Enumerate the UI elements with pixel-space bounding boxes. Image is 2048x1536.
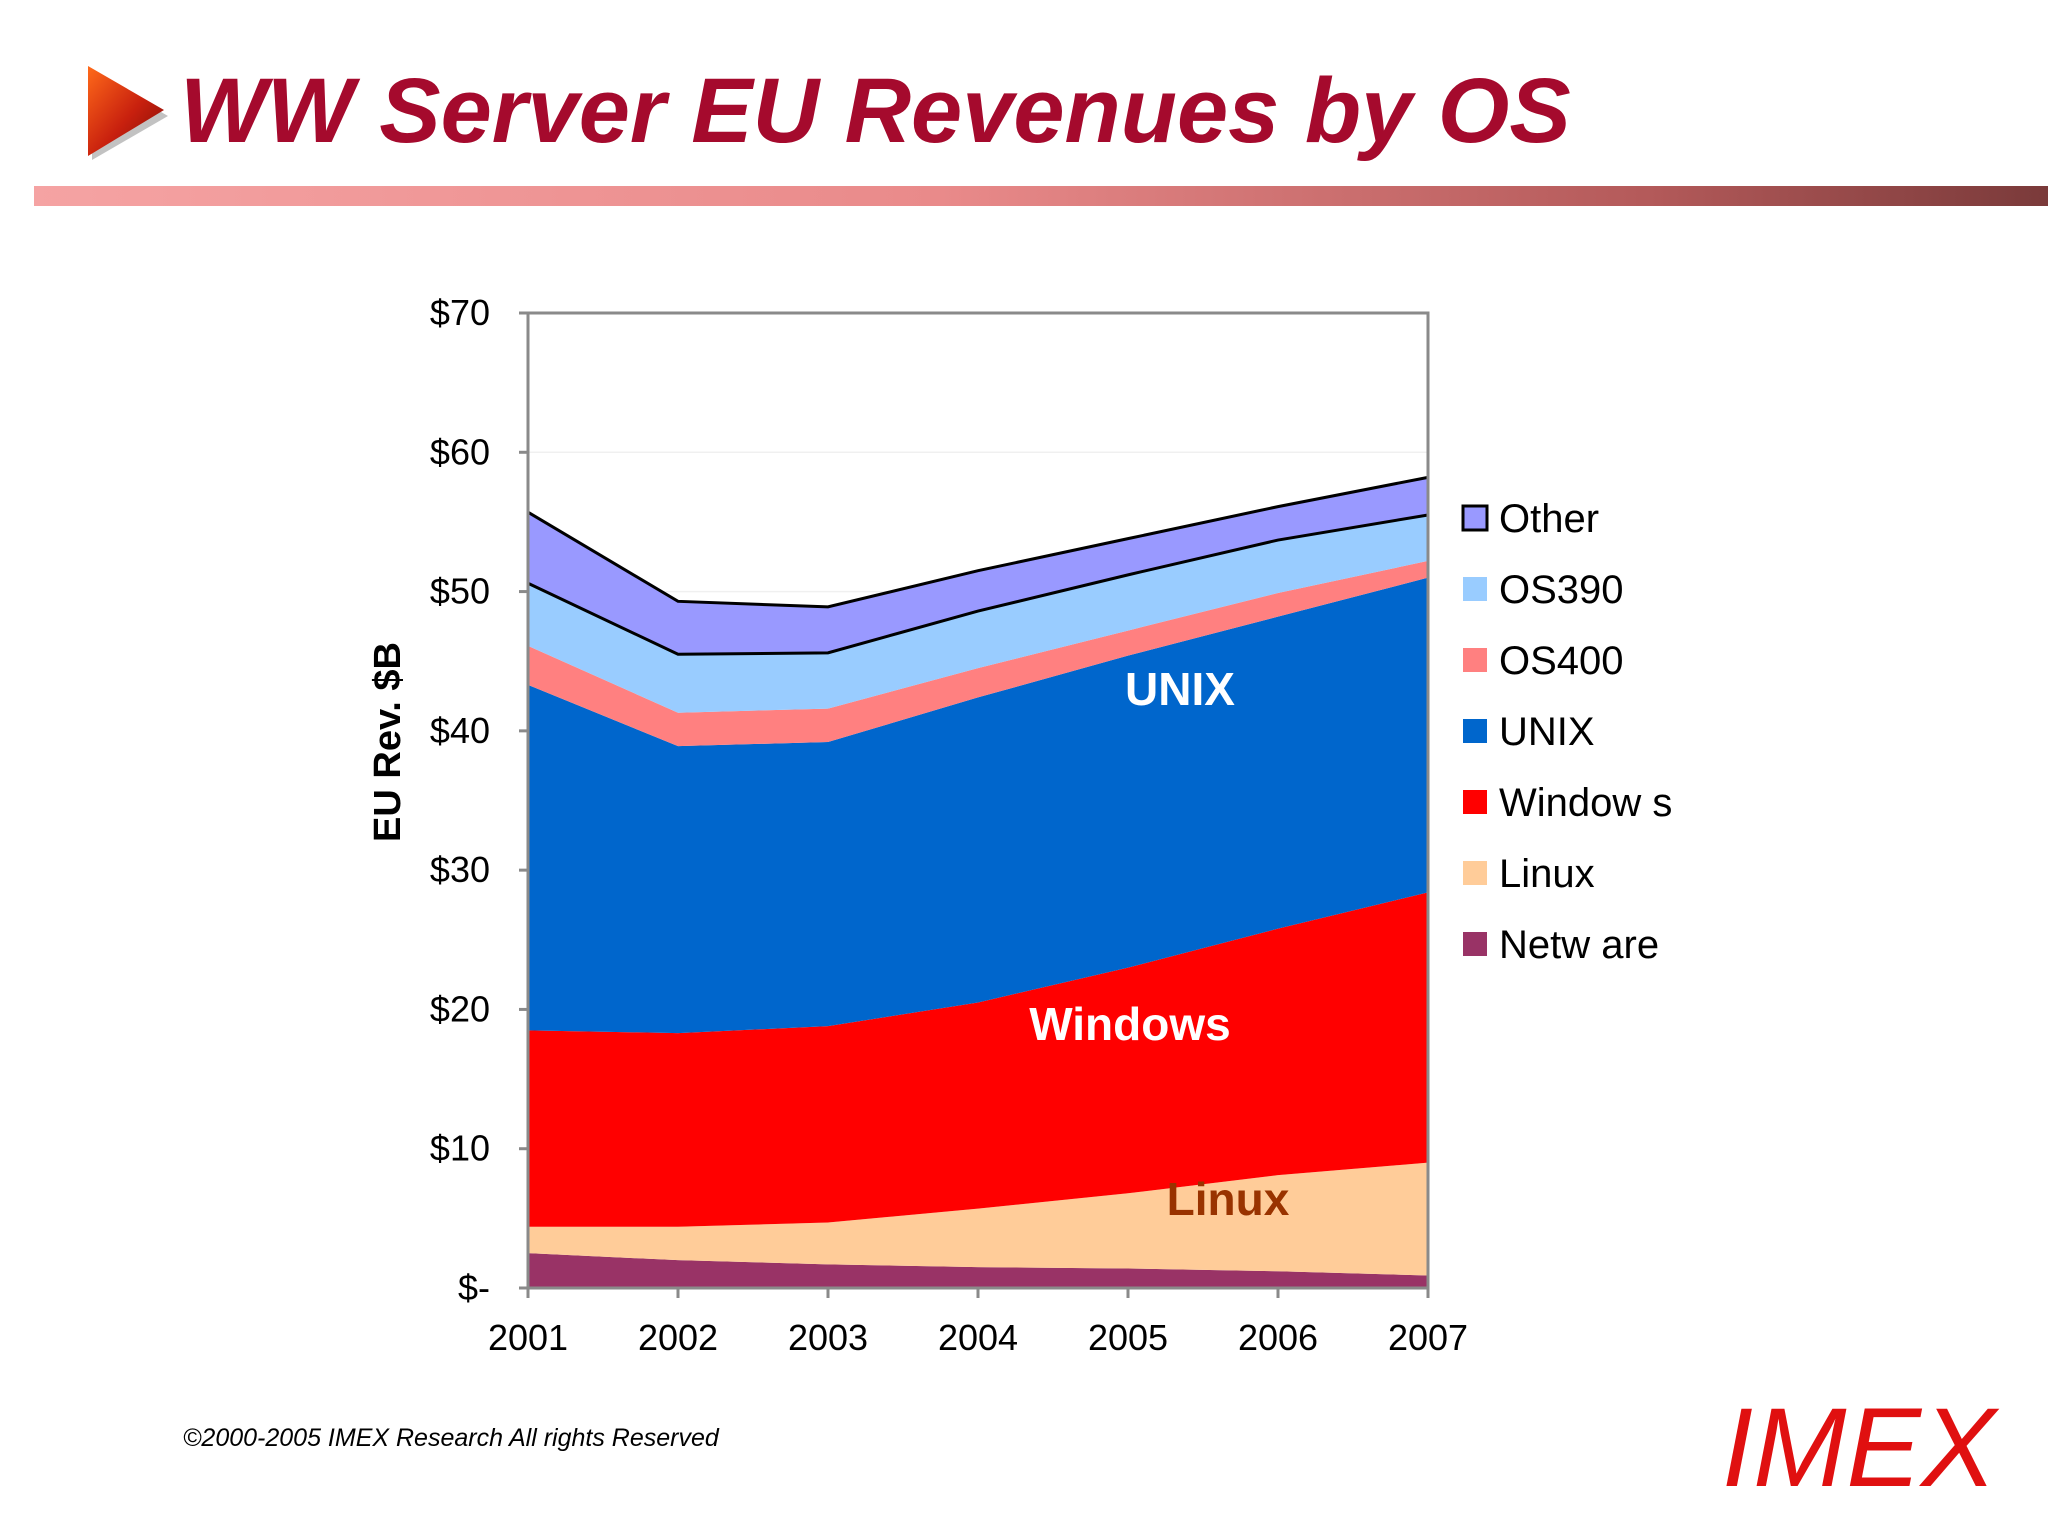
y-tick-label: $20 [430, 988, 490, 1029]
annotation-windows: Windows [1029, 998, 1230, 1050]
imex-logo: IMEX [1722, 1385, 1996, 1510]
x-tick-label: 2003 [788, 1317, 868, 1358]
legend-swatch-os390 [1463, 577, 1487, 601]
x-tick-label: 2001 [488, 1317, 568, 1358]
x-tick-label: 2002 [638, 1317, 718, 1358]
y-tick-label: $30 [430, 849, 490, 890]
area-series-windows [528, 892, 1428, 1227]
legend-label-os400: OS400 [1499, 639, 1624, 683]
x-tick-label: 2006 [1238, 1317, 1318, 1358]
y-tick-label: $70 [430, 292, 490, 333]
other-band-outline [527, 475, 1429, 609]
legend-swatch-netware [1463, 932, 1487, 956]
annotation-unix: UNIX [1125, 663, 1235, 715]
x-tick-label: 2005 [1088, 1317, 1168, 1358]
area-series-unix [528, 577, 1428, 1034]
legend-swatch-unix [1463, 719, 1487, 743]
legend-label-netware: Netw are [1499, 923, 1659, 967]
title-divider [34, 186, 2048, 206]
y-tick-label: $- [458, 1267, 490, 1308]
copyright-notice: ©2000-2005 IMEX Research All rights Rese… [183, 1424, 719, 1452]
area-series-group [526, 475, 1430, 1288]
y-tick-label: $60 [430, 431, 490, 472]
annotation-linux: Linux [1167, 1173, 1290, 1225]
legend-label-other: Other [1499, 497, 1599, 541]
legend-label-windows: Window s [1499, 781, 1672, 825]
legend-swatch-linux [1463, 861, 1487, 885]
chart-legend: Other OS390 OS400 UNIX Window s Linux Netw are [1461, 497, 1672, 967]
other-band-outline [527, 513, 1429, 656]
legend-swatch-os400 [1463, 648, 1487, 672]
legend-label-os390: OS390 [1499, 568, 1624, 612]
legend-label-linux: Linux [1499, 852, 1595, 896]
x-tick-label: 2007 [1388, 1317, 1468, 1358]
area-series-netware [528, 1253, 1428, 1288]
x-tick-label: 2004 [938, 1317, 1018, 1358]
y-tick-label: $40 [430, 710, 490, 751]
y-tick-label: $50 [430, 571, 490, 612]
slide-header: WW Server EU Revenues by OS [0, 0, 2048, 215]
y-axis-label: EU Rev. $B [367, 642, 409, 842]
y-tick-label: $10 [430, 1128, 490, 1169]
play-triangle-icon [88, 66, 168, 160]
area-series-os390 [528, 514, 1428, 713]
axes: $- $10 $20 $30 $40 $50 $60 $70 2001 2002 2003 2004 2… [430, 292, 1468, 1358]
page-title: WW Server EU Revenues by OS [180, 60, 1571, 162]
legend-swatch-windows [1463, 790, 1487, 814]
area-series-other [528, 477, 1428, 655]
area-annotations: UNIX Windows Linux [1029, 663, 1289, 1225]
area-series-linux [528, 1162, 1428, 1276]
legend-swatch-other [1461, 504, 1489, 532]
legend-label-unix: UNIX [1499, 710, 1595, 754]
